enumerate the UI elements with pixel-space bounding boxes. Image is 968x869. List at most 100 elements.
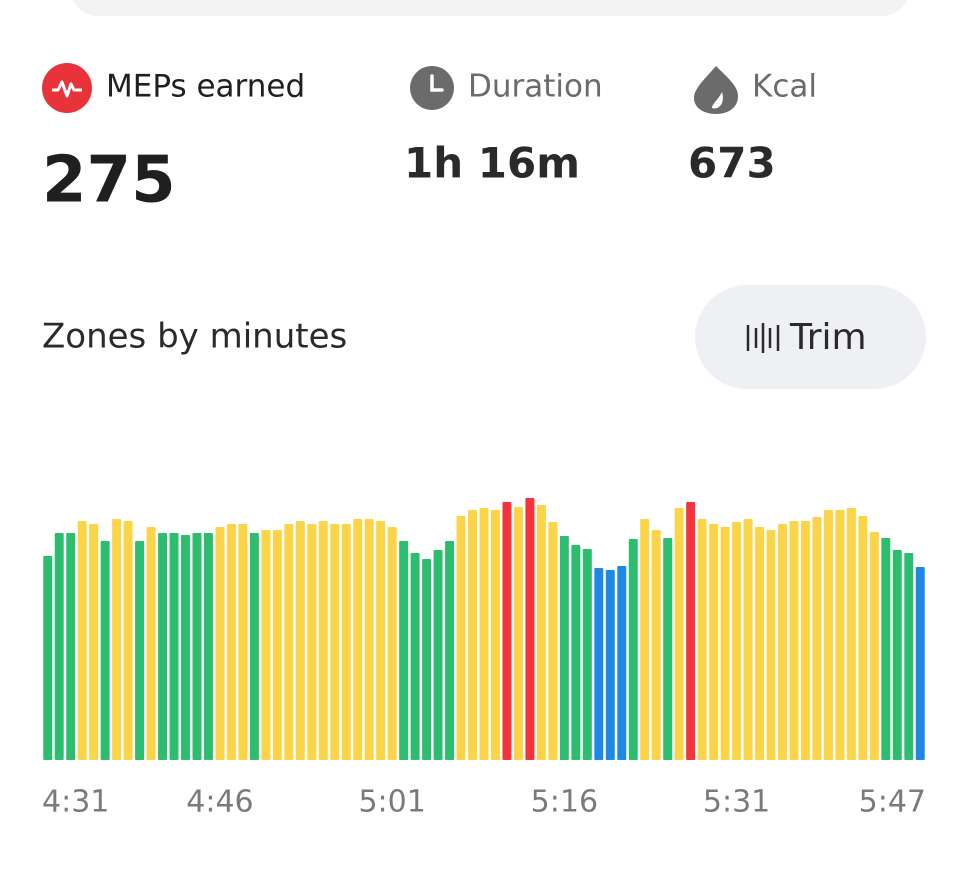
bar: [892, 550, 902, 760]
bar: [491, 510, 500, 760]
bar: [651, 530, 661, 760]
section-title: Zones by minutes: [42, 317, 347, 357]
bar: [571, 545, 581, 760]
bar: [582, 549, 592, 760]
bar: [433, 550, 443, 760]
button-label[interactable]: Trim: [789, 317, 867, 358]
bar: [766, 530, 776, 760]
bar: [77, 521, 87, 760]
meps-icon-line: [52, 80, 82, 98]
bar: [89, 524, 99, 760]
bar: [203, 533, 213, 760]
bar: [468, 510, 477, 760]
stat-label: Kcal: [752, 69, 817, 105]
bar: [640, 519, 650, 760]
trim-icon: [746, 323, 780, 353]
bar: [904, 553, 914, 760]
bar: [869, 532, 879, 760]
bar: [628, 539, 638, 760]
bar: [617, 566, 627, 760]
x-tick-label: 5:01: [358, 785, 425, 820]
bar: [295, 521, 305, 760]
bar: [399, 541, 409, 760]
kcal-icon: [694, 66, 738, 114]
bar: [502, 502, 512, 760]
bar: [720, 527, 730, 760]
bar: [272, 530, 282, 760]
bar: [674, 508, 684, 760]
bar: [800, 521, 810, 760]
bar: [697, 519, 707, 760]
bar: [479, 508, 489, 760]
bar: [353, 519, 363, 760]
bar: [559, 536, 569, 760]
bar: [686, 502, 696, 760]
meps-icon: [42, 63, 92, 113]
bar: [387, 527, 397, 760]
bar: [605, 570, 615, 760]
bar: [846, 508, 856, 760]
bar: [456, 516, 466, 760]
bar: [709, 524, 719, 760]
bar: [318, 521, 328, 760]
stat-value: 673: [688, 139, 776, 188]
bar: [215, 527, 225, 760]
bar: [261, 530, 271, 760]
bar: [915, 567, 925, 760]
x-tick-label: 5:31: [703, 785, 770, 820]
x-tick-label: 4:31: [42, 785, 109, 820]
bar: [341, 524, 351, 760]
bar: [536, 505, 546, 760]
bar: [181, 535, 190, 760]
bar: [525, 498, 535, 760]
bar: [445, 541, 455, 760]
bar: [192, 533, 202, 760]
bar: [835, 510, 845, 760]
bar: [238, 524, 248, 760]
bar: [330, 524, 340, 760]
bar: [307, 524, 317, 760]
bar: [548, 522, 558, 760]
bar: [789, 521, 799, 760]
bar: [54, 533, 64, 760]
x-tick-label: 5:16: [531, 785, 598, 820]
bar: [376, 521, 386, 760]
bar: [112, 519, 122, 760]
stat-value: 275: [42, 144, 176, 218]
bar: [422, 559, 432, 760]
stat-value: 1h 16m: [404, 139, 580, 188]
bar: [226, 524, 236, 760]
bar: [100, 541, 110, 760]
bar: [513, 507, 523, 760]
bar: [169, 533, 179, 760]
bar: [410, 553, 420, 760]
bar: [249, 533, 259, 760]
stat-label: Duration: [468, 69, 603, 105]
trim-button[interactable]: [695, 285, 926, 389]
bar: [66, 533, 76, 760]
x-tick-label: 5:47: [859, 785, 926, 820]
bar: [881, 538, 891, 760]
bar: [284, 524, 294, 760]
bar: [778, 524, 787, 760]
bar: [858, 516, 868, 760]
bar: [594, 568, 604, 760]
bar: [732, 522, 742, 760]
bar: [812, 517, 822, 760]
bar: [158, 533, 168, 760]
clock-hands: [430, 74, 444, 92]
top-card: [72, 0, 908, 16]
bar: [743, 519, 753, 760]
bar: [364, 519, 374, 760]
bar: [135, 541, 145, 760]
x-tick-label: 4:46: [186, 785, 253, 820]
bar: [123, 521, 133, 760]
stat-label: MEPs earned: [106, 69, 305, 105]
bar: [823, 510, 833, 760]
bar: [43, 556, 53, 760]
bar: [755, 527, 765, 760]
kcal-icon-inner: [712, 92, 723, 109]
bar: [663, 538, 673, 760]
